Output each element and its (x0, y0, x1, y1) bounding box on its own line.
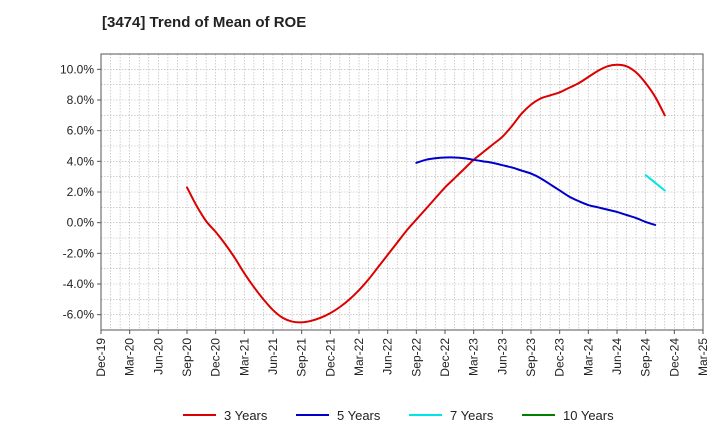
legend-label-5-years: 5 Years (337, 408, 381, 423)
x-tick-label: Mar-22 (352, 338, 366, 376)
y-tick-label: -2.0% (63, 246, 95, 260)
x-tick-label: Jun-21 (266, 338, 280, 375)
x-tick-label: Mar-24 (581, 338, 595, 376)
legend-label-7-years: 7 Years (450, 408, 494, 423)
x-axis-ticks: Dec-19 Mar-20 Jun-20 Sep-20 Dec-20 Mar-21 Jun-… (94, 330, 710, 377)
y-tick-label: 2.0% (67, 185, 95, 199)
x-tick-label: Dec-24 (667, 338, 681, 377)
x-tick-label: Jun-22 (381, 338, 395, 375)
x-tick-label: Mar-21 (237, 338, 251, 376)
series-lines (186, 63, 666, 324)
y-tick-label: 10.0% (60, 62, 94, 76)
x-tick-label: Dec-22 (438, 338, 452, 377)
x-tick-label: Sep-22 (409, 338, 423, 377)
x-tick-label: Sep-20 (180, 338, 194, 377)
x-tick-label: Mar-25 (696, 338, 710, 376)
y-tick-label: 6.0% (67, 124, 95, 138)
y-tick-label: 8.0% (67, 93, 95, 107)
x-tick-label: Jun-24 (610, 338, 624, 375)
x-tick-label: Mar-23 (467, 338, 481, 376)
x-tick-label: Dec-20 (209, 338, 223, 377)
x-tick-label: Sep-21 (295, 338, 309, 377)
series-line-5-years (415, 156, 657, 226)
chart-title: [3474] Trend of Mean of ROE (102, 14, 307, 31)
x-tick-label: Mar-20 (123, 338, 137, 376)
x-tick-label: Sep-24 (639, 338, 653, 377)
grid-lines (101, 54, 703, 330)
x-tick-label: Dec-23 (553, 338, 567, 377)
x-tick-label: Jun-23 (495, 338, 509, 375)
y-axis-ticks: 10.0% 8.0% 6.0% 4.0% 2.0% 0.0% -2.0% -4.0% -6.0% (60, 62, 101, 322)
legend: 3 Years 5 Years 7 Years 10 Years (183, 408, 614, 423)
x-tick-label: Dec-19 (94, 338, 108, 377)
series-line-7-years (644, 174, 666, 192)
y-tick-label: 4.0% (67, 154, 95, 168)
y-tick-label: -6.0% (63, 308, 95, 322)
x-tick-label: Sep-23 (524, 338, 538, 377)
x-tick-label: Jun-20 (151, 338, 165, 375)
y-tick-label: 0.0% (67, 216, 95, 230)
legend-label-3-years: 3 Years (224, 408, 268, 423)
series-line-3-years (186, 63, 666, 324)
y-tick-label: -4.0% (63, 277, 95, 291)
legend-label-10-years: 10 Years (563, 408, 614, 423)
x-tick-label: Dec-21 (323, 338, 337, 377)
